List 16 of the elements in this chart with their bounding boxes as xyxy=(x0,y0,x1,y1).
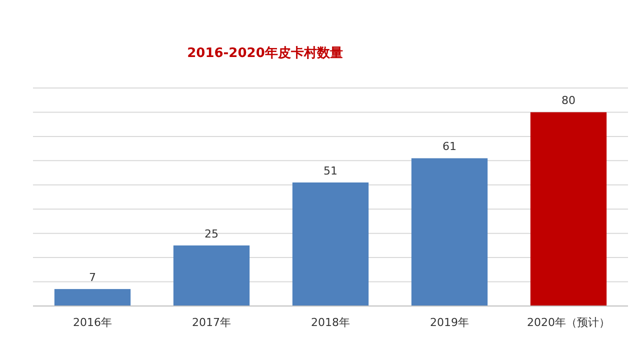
x-tick-label: 2016年 xyxy=(73,316,112,329)
bar xyxy=(530,112,607,306)
bar xyxy=(292,182,369,306)
bar xyxy=(54,289,131,306)
x-tick-label: 2019年 xyxy=(430,316,469,329)
x-tick-label: 2020年（预计） xyxy=(527,316,610,329)
chart-title: 2016-2020年皮卡村数量 xyxy=(187,46,343,61)
data-label: 7 xyxy=(89,271,96,284)
data-label: 80 xyxy=(562,94,576,108)
data-label: 25 xyxy=(204,227,218,240)
data-label: 61 xyxy=(442,140,456,154)
bar xyxy=(173,245,250,306)
x-tick-label: 2017年 xyxy=(192,316,231,329)
data-label: 51 xyxy=(324,164,338,178)
x-tick-label: 2018年 xyxy=(311,316,350,329)
bar xyxy=(411,158,488,306)
